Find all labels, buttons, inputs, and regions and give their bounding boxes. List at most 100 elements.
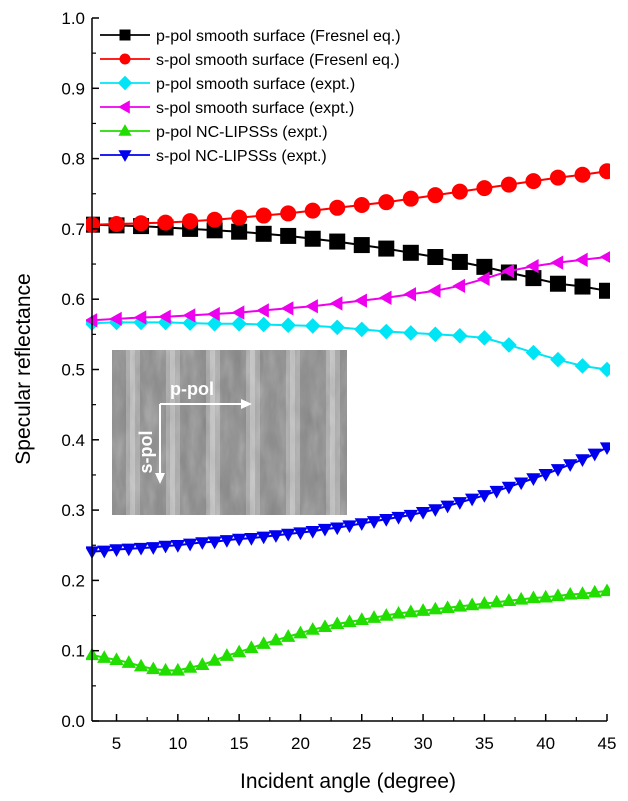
- data-point: [182, 660, 198, 673]
- data-point: [255, 316, 272, 333]
- data-point: [538, 589, 553, 603]
- data-point: [133, 310, 147, 325]
- data-point: [231, 305, 245, 320]
- data-point: [305, 525, 320, 539]
- data-point: [464, 597, 480, 611]
- data-point: [109, 311, 122, 327]
- data-point: [133, 542, 149, 556]
- data-point: [342, 520, 357, 534]
- data-point: [231, 209, 248, 226]
- data-point: [329, 296, 343, 311]
- data-point: [378, 290, 392, 305]
- legend-entry: p-pol smooth surface (expt.): [100, 75, 355, 93]
- data-point: [525, 344, 542, 361]
- x-tick-label: 15: [230, 734, 249, 753]
- data-point: [514, 591, 529, 605]
- data-point: [256, 636, 271, 649]
- data-point: [476, 271, 490, 286]
- data-point: [146, 542, 161, 555]
- data-point: [157, 314, 174, 331]
- data-point: [244, 533, 259, 546]
- legend-entry: p-pol smooth surface (Fresnel eq.): [100, 28, 401, 45]
- data-point: [133, 314, 149, 331]
- data-point: [526, 590, 541, 604]
- sem-inset-image: p-pol s-pol: [112, 350, 347, 515]
- data-point: [121, 543, 136, 557]
- legend-label: s-pol NC-LIPSSs (expt.): [156, 148, 327, 165]
- data-point: [133, 215, 150, 232]
- data-point: [293, 527, 308, 541]
- data-point: [587, 448, 602, 462]
- legend-marker: [118, 100, 130, 114]
- data-point: [514, 477, 529, 491]
- data-point: [268, 530, 284, 543]
- data-point: [575, 586, 590, 599]
- data-point: [550, 255, 564, 270]
- data-point: [219, 648, 235, 661]
- data-point: [170, 540, 185, 553]
- x-tick-label: 25: [352, 734, 371, 753]
- series-line: [91, 256, 608, 322]
- data-point: [329, 319, 346, 336]
- data-point: [526, 473, 541, 486]
- data-point: [428, 601, 443, 615]
- data-point: [378, 323, 395, 340]
- data-point: [353, 321, 370, 338]
- s-pol-arrow-head: [155, 473, 165, 484]
- legend-entry: s-pol smooth surface (Fresenl eq.): [100, 52, 400, 69]
- data-point: [427, 187, 444, 204]
- data-point: [244, 640, 259, 654]
- x-tick-label: 5: [112, 734, 121, 753]
- data-point: [206, 211, 223, 228]
- data-point: [231, 533, 247, 547]
- data-point: [280, 227, 297, 244]
- legend-label: p-pol smooth surface (expt.): [156, 76, 355, 93]
- data-point: [501, 481, 517, 495]
- legend-label: s-pol smooth surface (expt.): [156, 100, 354, 117]
- legend-marker: [118, 150, 132, 162]
- data-point: [599, 583, 610, 597]
- series-line: [91, 170, 608, 226]
- legend-marker: [119, 53, 131, 65]
- legend-label: p-pol smooth surface (Fresnel eq.): [156, 28, 401, 45]
- series-line: [91, 321, 608, 371]
- data-point: [231, 316, 247, 332]
- y-tick-label: 0.0: [61, 712, 85, 731]
- data-point: [563, 459, 578, 472]
- x-tick-label: 30: [414, 734, 433, 753]
- data-point: [293, 625, 308, 639]
- data-point: [403, 325, 419, 341]
- data-point: [280, 317, 296, 334]
- data-point: [575, 252, 588, 267]
- data-point: [158, 309, 171, 324]
- data-point: [440, 500, 455, 514]
- y-axis-title: Specular reflectance: [12, 273, 35, 464]
- data-point: [549, 275, 566, 292]
- data-point: [317, 619, 333, 632]
- data-point: [451, 183, 468, 200]
- data-point: [477, 490, 492, 503]
- data-point: [599, 251, 610, 263]
- data-point: [538, 469, 553, 482]
- data-point: [353, 196, 370, 213]
- data-point: [256, 303, 269, 318]
- data-point: [354, 612, 369, 625]
- data-point: [158, 540, 173, 554]
- data-point: [281, 629, 296, 642]
- data-point: [476, 330, 493, 346]
- data-point: [231, 644, 247, 658]
- data-point: [525, 259, 539, 274]
- data-point: [599, 282, 610, 299]
- data-point: [525, 270, 542, 287]
- data-point: [330, 522, 345, 536]
- data-point: [550, 588, 566, 602]
- data-point: [501, 337, 517, 353]
- data-point: [108, 215, 125, 232]
- data-point: [133, 658, 149, 672]
- data-point: [440, 600, 455, 614]
- data-point: [305, 622, 320, 635]
- data-point: [366, 516, 382, 529]
- x-axis-title: Incident angle (degree): [240, 770, 456, 793]
- series-3: [86, 314, 610, 378]
- legend-entry: p-pol NC-LIPSSs (expt.): [100, 124, 328, 141]
